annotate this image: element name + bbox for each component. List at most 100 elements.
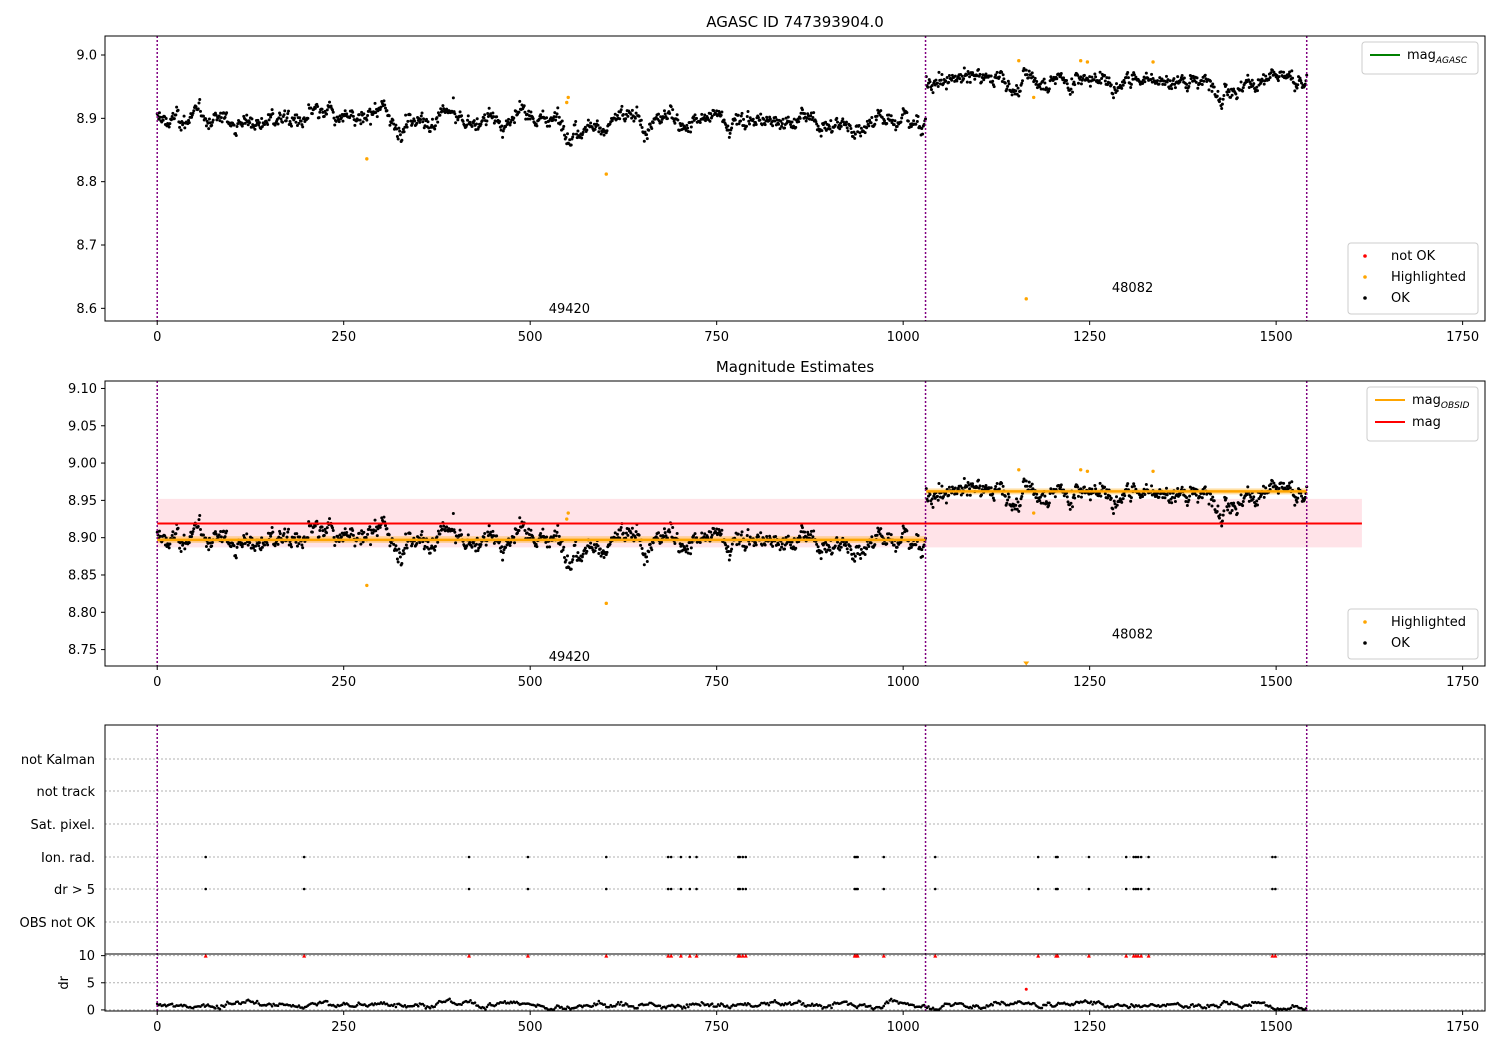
ok-point xyxy=(1241,89,1245,93)
ok-point xyxy=(1224,496,1228,500)
ok-point xyxy=(1255,89,1259,93)
ok-point xyxy=(680,542,684,546)
ok-point xyxy=(325,531,329,535)
dr-point xyxy=(845,1000,848,1004)
y-tick-label: 8.7 xyxy=(76,239,97,254)
ok-point xyxy=(849,548,853,552)
ok-point xyxy=(322,114,326,118)
ok-point xyxy=(932,494,936,498)
dr-point xyxy=(1128,1005,1132,1009)
ok-point xyxy=(1105,76,1109,80)
ok-point xyxy=(995,70,999,74)
ok-point xyxy=(214,532,218,536)
ok-point xyxy=(965,73,969,77)
ok-point xyxy=(292,536,296,540)
dr-point xyxy=(745,1003,748,1007)
ok-point xyxy=(890,121,894,125)
ok-point xyxy=(645,133,649,137)
ok-point xyxy=(895,545,899,549)
ok-point xyxy=(1250,78,1254,82)
ok-point xyxy=(618,110,622,114)
flag-row-label: Ion. rad. xyxy=(41,851,95,866)
ok-point xyxy=(1113,88,1117,92)
ok-point xyxy=(210,120,214,124)
flag-point xyxy=(1056,887,1059,891)
ok-point xyxy=(662,109,666,113)
ok-point xyxy=(968,493,972,497)
ok-point xyxy=(210,123,214,127)
dr-point xyxy=(991,1003,994,1007)
flag-point xyxy=(302,887,306,891)
ok-point xyxy=(1035,79,1039,83)
y-tick-label: 9.05 xyxy=(68,419,97,434)
x-tick-label: 0 xyxy=(153,1020,161,1035)
ok-point xyxy=(1049,487,1053,491)
ok-point xyxy=(1030,71,1034,75)
ok-point xyxy=(797,120,801,124)
ok-point xyxy=(760,123,764,127)
x-tick-label: 1750 xyxy=(1446,675,1479,690)
ok-point xyxy=(1220,519,1224,523)
dr-point xyxy=(607,1005,611,1009)
ok-point xyxy=(277,535,281,539)
ok-point xyxy=(806,530,810,534)
ok-point xyxy=(158,534,162,538)
ok-point xyxy=(712,109,716,113)
ok-point xyxy=(618,528,622,532)
ok-point xyxy=(596,544,600,548)
ok-point xyxy=(1141,81,1145,85)
ok-point xyxy=(1298,76,1302,80)
ok-point xyxy=(369,543,373,547)
ok-point xyxy=(760,543,764,547)
ok-point xyxy=(413,119,417,123)
ok-point xyxy=(273,544,277,548)
ok-point xyxy=(651,541,655,545)
x-tick-label: 1250 xyxy=(1073,1020,1106,1035)
flag-point xyxy=(666,887,670,891)
flag-point xyxy=(666,855,670,859)
flag-point xyxy=(604,855,608,859)
ok-point xyxy=(1170,87,1174,91)
ok-point xyxy=(1299,78,1303,82)
ok-point xyxy=(366,532,370,536)
ok-point xyxy=(465,123,469,127)
dr-point xyxy=(1040,1006,1044,1010)
ok-point xyxy=(328,100,332,104)
ok-point xyxy=(865,547,869,551)
ok-point xyxy=(1188,81,1192,85)
flag-point xyxy=(467,887,471,891)
ok-point xyxy=(1202,492,1206,496)
legend-label-main: mag xyxy=(1412,393,1441,408)
ok-point xyxy=(619,525,623,529)
legend-point-swatch xyxy=(1363,275,1367,279)
ok-point xyxy=(874,118,878,122)
legend-label-main: mag xyxy=(1407,48,1436,63)
ok-point xyxy=(656,531,660,535)
ok-point xyxy=(816,124,820,128)
dr-point xyxy=(948,1002,951,1006)
flag-point xyxy=(1274,855,1277,859)
ok-point xyxy=(388,544,392,548)
ok-point xyxy=(650,127,654,131)
ok-point xyxy=(1111,92,1115,96)
ok-point xyxy=(1290,480,1294,484)
ok-point xyxy=(256,118,260,122)
ok-point xyxy=(592,122,596,126)
ok-point xyxy=(208,121,212,125)
ok-point xyxy=(1225,505,1229,509)
ok-point xyxy=(1225,90,1229,94)
ok-point xyxy=(331,528,335,532)
dr-point xyxy=(270,1004,274,1008)
dr-point xyxy=(224,1003,228,1006)
ok-point xyxy=(1020,81,1024,85)
ok-point xyxy=(1182,76,1186,80)
ok-point xyxy=(1016,500,1020,504)
ok-point xyxy=(405,546,409,550)
ok-point xyxy=(292,116,296,120)
ok-point xyxy=(564,558,568,562)
ok-point xyxy=(841,117,845,121)
ok-point xyxy=(419,114,423,118)
dr-clipped-marker xyxy=(737,953,742,958)
ok-point xyxy=(900,535,904,539)
